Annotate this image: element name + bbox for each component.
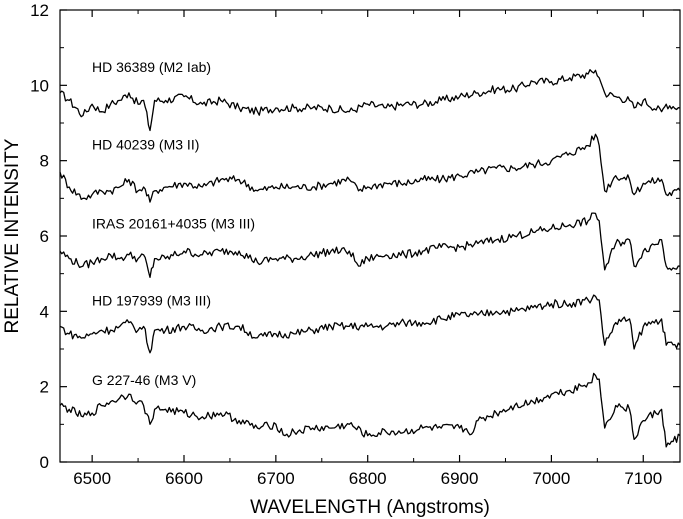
x-tick-label: 6500 <box>73 469 111 488</box>
spectra-labels: HD 36389 (M2 Iab) HD 40239 (M3 II) IRAS 20… <box>92 59 255 388</box>
x-axis-title: WAVELENGTH (Angstroms) <box>250 497 490 518</box>
x-tick-label: 7000 <box>532 469 570 488</box>
series-label: HD 197939 (M3 III) <box>92 293 211 309</box>
series-line <box>59 212 681 279</box>
series-line <box>59 69 681 132</box>
y-axis-title: RELATIVE INTENSITY <box>2 138 23 333</box>
y-tick-label: 4 <box>40 302 49 321</box>
series-label: HD 40239 (M3 II) <box>92 136 199 152</box>
y-tick-label: 12 <box>30 1 49 20</box>
y-tick-label: 8 <box>40 152 49 171</box>
spectra-series <box>59 69 681 448</box>
x-tick-label: 6700 <box>257 469 295 488</box>
x-axis-ticks: 6500 6600 6700 6800 6900 7000 7100 <box>73 10 662 488</box>
y-tick-label: 6 <box>40 227 49 246</box>
y-tick-label: 2 <box>40 378 49 397</box>
y-tick-label: 0 <box>40 453 49 472</box>
series-line <box>59 372 681 448</box>
series-label: G 227-46 (M3 V) <box>92 372 196 388</box>
x-tick-label: 7100 <box>624 469 662 488</box>
series-label: IRAS 20161+4035 (M3 III) <box>92 215 255 231</box>
x-tick-label: 6600 <box>165 469 203 488</box>
x-tick-label: 6900 <box>441 469 479 488</box>
x-tick-label: 6800 <box>349 469 387 488</box>
plot-area: 6500 6600 6700 6800 6900 7000 7100 0 2 4 6 8 10 12 H… <box>30 1 681 488</box>
y-tick-label: 10 <box>30 76 49 95</box>
plot-frame <box>59 9 681 463</box>
series-label: HD 36389 (M2 Iab) <box>92 59 211 75</box>
series-line <box>59 294 681 354</box>
y-axis-ticks: 0 2 4 6 8 10 12 <box>30 1 680 472</box>
series-line <box>59 133 681 203</box>
